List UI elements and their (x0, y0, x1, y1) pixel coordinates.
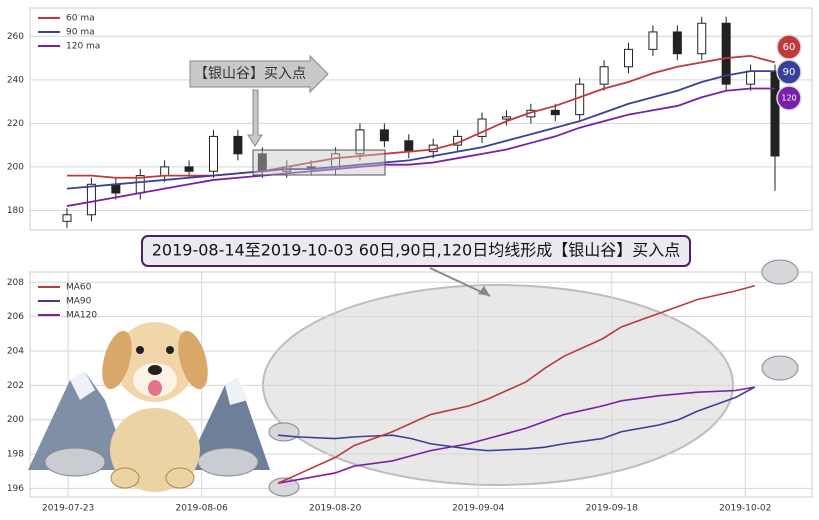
candle-body (770, 70, 780, 157)
top-plot (29, 7, 813, 231)
mountain (28, 372, 130, 470)
candle-body (672, 31, 682, 55)
candle-body (111, 183, 121, 194)
candle-body (550, 109, 560, 116)
badge-label: 120 (781, 94, 796, 103)
ingot (761, 355, 799, 381)
decoration (28, 259, 799, 497)
candle-body (184, 166, 194, 172)
legend-label: MA60 (66, 283, 92, 293)
badge (776, 85, 802, 111)
mountain-snow (70, 372, 95, 400)
ingot (44, 447, 106, 477)
dog-eye (166, 346, 174, 354)
x-tick-label: 2019-09-18 (586, 504, 639, 514)
candle-body (624, 48, 634, 68)
x-tick-label: 2019-09-04 (452, 504, 505, 514)
candle-body (86, 183, 96, 216)
candle-body (379, 129, 389, 142)
candle-body (721, 22, 731, 85)
badge-label: 90 (783, 67, 796, 78)
y-tick-label: 204 (7, 347, 24, 357)
ingot (761, 259, 799, 285)
y-tick-label: 260 (7, 32, 24, 42)
x-tick-label: 2019-07-23 (42, 504, 94, 514)
candle-body (62, 214, 72, 222)
y-tick-label: 196 (7, 484, 24, 494)
legend-label: MA120 (66, 311, 97, 321)
dog-ear (178, 330, 208, 390)
banner-arrowhead (478, 286, 490, 296)
annotation-text: 【银山谷】买入点 (194, 66, 306, 82)
x-tick-label: 2019-08-06 (176, 504, 229, 514)
y-tick-label: 200 (7, 162, 24, 172)
banner-text: 2019-08-14至2019-10-03 60日,90日,120日均线形成【银… (152, 241, 681, 260)
dog-paw (165, 467, 195, 489)
ma-line (67, 54, 776, 179)
dog-paw (110, 467, 140, 489)
dog-nose (148, 365, 162, 375)
badge (776, 59, 802, 85)
dog-eye (136, 346, 144, 354)
y-tick-label: 208 (7, 278, 24, 288)
legend-label: 120 ma (66, 42, 100, 52)
badge (776, 34, 802, 60)
candle-body (233, 135, 243, 155)
candle-body (160, 166, 170, 177)
candle-body (355, 129, 365, 155)
candle-body (599, 66, 609, 85)
candle-body (575, 83, 585, 116)
y-tick-label: 198 (7, 450, 24, 460)
dog-ear (102, 330, 132, 390)
annotation-arrow-box (189, 54, 329, 94)
legend-label: MA90 (66, 297, 92, 307)
ma-line (277, 284, 755, 484)
badge-label: 60 (783, 42, 796, 53)
x-tick-label: 2019-10-02 (719, 504, 771, 514)
candle-body (697, 22, 707, 55)
banner (141, 235, 691, 267)
candle-body (746, 70, 756, 85)
ingot (268, 477, 300, 497)
ma-line (66, 70, 775, 190)
y-tick-label: 200 (7, 415, 24, 425)
y-tick-label: 202 (7, 381, 24, 391)
dog-tongue (148, 380, 162, 396)
candle-body (208, 135, 218, 172)
annotation-arrow (247, 89, 263, 147)
ingot (268, 422, 300, 442)
ma-line (66, 87, 775, 207)
legend-label: 90 ma (66, 28, 95, 38)
candle-body (404, 140, 414, 153)
ma-line (277, 386, 756, 452)
candle-body (477, 118, 487, 137)
x-tick-label: 2019-08-20 (309, 504, 362, 514)
mountain (185, 378, 270, 470)
y-tick-label: 180 (7, 206, 24, 216)
ingot (197, 447, 259, 477)
y-tick-label: 240 (7, 75, 24, 85)
legend-label: 60 ma (66, 14, 95, 24)
highlight-box (252, 149, 386, 176)
y-tick-label: 206 (7, 312, 24, 322)
ma-line (277, 386, 755, 485)
candle-body (648, 31, 658, 50)
mountain-snow (225, 378, 248, 405)
y-tick-label: 220 (7, 119, 24, 129)
candle-body (501, 116, 511, 120)
